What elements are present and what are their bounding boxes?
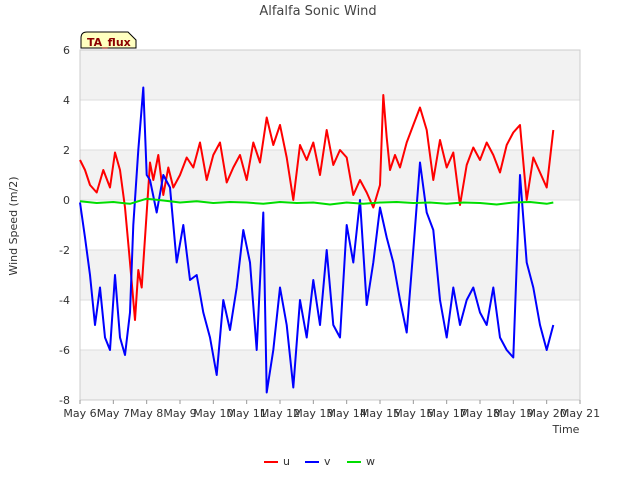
background-band — [80, 350, 580, 400]
background-band — [80, 100, 580, 150]
x-tick-label: May 11 — [227, 407, 267, 420]
y-tick-label: 4 — [63, 94, 70, 107]
plot-area-frame — [79, 49, 581, 401]
series-line-v — [79, 86, 555, 394]
x-tick-label: May 21 — [560, 407, 600, 420]
chart-title: Alfalfa Sonic Wind — [259, 4, 376, 19]
x-tick-label: May 8 — [130, 407, 163, 420]
x-tick-label: May 16 — [393, 407, 433, 420]
y-tick-label: 6 — [63, 44, 70, 57]
x-tick-label: May 10 — [193, 407, 233, 420]
x-tick-label: May 15 — [360, 407, 400, 420]
x-tick-label: May 14 — [327, 407, 367, 420]
x-tick-label: May 18 — [460, 407, 500, 420]
x-tick-label: May 19 — [493, 407, 533, 420]
background-band — [80, 200, 580, 250]
series-line-w — [79, 197, 554, 206]
y-axis-label: Wind Speed (m/2) — [7, 176, 20, 275]
badge: TA_flux — [80, 31, 137, 49]
y-tick-label: 0 — [63, 194, 70, 207]
y-tick-label: -4 — [59, 294, 70, 307]
y-axis-ticks: 6 4 2 0 -2 -4 -6 -8 — [59, 44, 70, 407]
series-line-u — [79, 94, 555, 321]
x-tick-label: May 17 — [427, 407, 467, 420]
badge-label: TA_flux — [87, 36, 131, 49]
background-band — [80, 50, 580, 100]
legend-label-v: v — [324, 455, 331, 468]
y-tick-label: -2 — [59, 244, 70, 257]
x-tick-label: May 6 — [63, 407, 96, 420]
y-tick-label: -6 — [59, 344, 70, 357]
background-band — [80, 300, 580, 350]
legend-label-w: w — [366, 455, 375, 468]
series-layer — [79, 86, 555, 394]
x-axis-label: Time — [552, 423, 580, 436]
legend: u v w — [264, 455, 375, 468]
x-tick-label: May 13 — [293, 407, 333, 420]
x-tick-label: May 9 — [163, 407, 196, 420]
x-tick-label: May 7 — [97, 407, 130, 420]
y-tick-label: 2 — [63, 144, 70, 157]
y-tick-label: -8 — [59, 394, 70, 407]
legend-label-u: u — [283, 455, 290, 468]
badge-box — [80, 31, 137, 49]
x-tick-label: May 20 — [527, 407, 567, 420]
x-tick-label: May 12 — [260, 407, 300, 420]
